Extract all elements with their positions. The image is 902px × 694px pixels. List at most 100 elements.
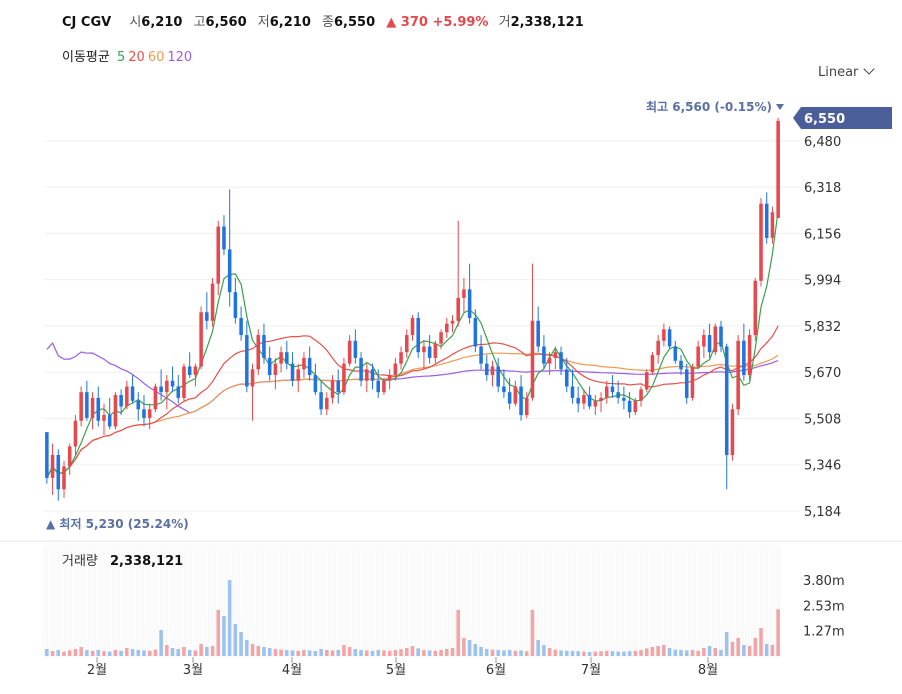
volume-bar <box>719 650 723 656</box>
candle-body <box>210 283 215 321</box>
last-price-badge <box>793 107 892 129</box>
candle-body <box>587 395 592 407</box>
change-value: ▲ 370 +5.99% <box>386 15 489 30</box>
volume-bar <box>513 650 518 656</box>
candle-body <box>416 317 420 353</box>
volume-bar <box>439 650 443 656</box>
candle-body <box>405 335 409 353</box>
volume-bar <box>747 646 752 656</box>
candle-body <box>216 226 221 284</box>
candle-body <box>604 386 609 398</box>
volume-bar <box>147 650 152 656</box>
volume-bar <box>142 650 146 656</box>
volume-bar <box>673 649 678 656</box>
ma-legend-item-60[interactable]: 60 <box>147 50 165 65</box>
candle-body <box>616 392 620 398</box>
x-tick-label: 7월 <box>581 663 601 678</box>
ma-legend-item-20[interactable]: 20 <box>128 50 145 65</box>
volume-bar <box>387 650 392 656</box>
ma-legend-item-120[interactable]: 120 <box>167 50 193 65</box>
ma120-line <box>46 342 779 414</box>
volume-bar <box>462 638 466 656</box>
volume-bar <box>770 645 775 656</box>
candle-body <box>353 340 358 358</box>
candle-body <box>593 400 598 407</box>
ma-legend-item-5[interactable]: 5 <box>116 50 126 65</box>
scale-selector[interactable]: Linear <box>818 63 876 80</box>
volume-bar <box>759 628 763 656</box>
scale-selector-label: Linear <box>818 65 859 80</box>
volume-bar <box>742 645 746 656</box>
candle-body <box>130 386 135 401</box>
candle-body <box>707 335 712 353</box>
candle-body <box>599 397 603 401</box>
price-tick-label: 5,508 <box>804 412 841 427</box>
volume-bar <box>576 651 580 656</box>
candle-body <box>376 380 380 393</box>
ma-legend: 이동평균 5 20 60 120 <box>62 46 198 65</box>
volume-bar <box>227 580 232 656</box>
candle-body <box>564 369 569 387</box>
high-marker-icon <box>776 104 784 110</box>
volume-bar <box>159 630 163 656</box>
volume-bar <box>656 646 660 656</box>
volume-bar <box>650 647 655 656</box>
candle-body <box>199 312 203 367</box>
candle-body <box>285 352 289 364</box>
candle-body <box>113 395 118 427</box>
volume-bar <box>639 650 643 656</box>
candle-body <box>159 386 163 393</box>
volume-bar <box>667 648 672 656</box>
candle-body <box>193 366 198 376</box>
volume-bar <box>679 650 683 656</box>
volume-label: 거 <box>498 15 511 30</box>
volume-bar <box>564 650 569 656</box>
volume-bar <box>559 650 563 656</box>
candle-body <box>227 249 232 293</box>
candle-body <box>582 395 586 404</box>
volume-bar <box>690 650 695 656</box>
volume-bar <box>290 650 295 656</box>
candle-body <box>307 357 312 376</box>
candle-body <box>256 335 261 370</box>
candle-body <box>79 392 83 421</box>
candle-body <box>222 226 226 250</box>
candle-body <box>467 289 472 318</box>
candle-body <box>370 369 375 381</box>
volume-bar <box>45 649 49 656</box>
candle-body <box>473 317 478 347</box>
ma20-line <box>46 325 779 479</box>
close-value: 6,550 <box>334 15 376 30</box>
candle-body <box>439 332 443 344</box>
volume-bar <box>176 649 181 656</box>
price-tick-label: 5,346 <box>804 459 841 474</box>
candle-body <box>547 357 552 364</box>
volume-bar <box>307 650 312 656</box>
candle-body <box>399 352 403 364</box>
volume-bar <box>713 648 718 656</box>
volume-title-value: 2,338,121 <box>110 554 183 569</box>
candle-body <box>273 363 278 376</box>
candle-body <box>667 329 672 347</box>
volume-bar <box>267 648 272 656</box>
volume-bar <box>347 647 352 656</box>
candle-body <box>445 323 449 333</box>
volume-bar <box>153 649 158 656</box>
candle-body <box>576 397 580 404</box>
volume-bar <box>376 650 380 656</box>
x-tick-label: 4월 <box>282 663 302 678</box>
volume-bar <box>753 638 758 656</box>
open-value: 6,210 <box>141 15 183 30</box>
volume-bar <box>524 651 529 656</box>
candle-body <box>570 386 575 398</box>
candle-body <box>524 397 529 416</box>
candle-body <box>170 380 175 387</box>
candle-body <box>279 352 283 364</box>
candle-body <box>679 360 683 370</box>
price-tick-label: 5,832 <box>804 320 841 335</box>
volume-bar <box>96 650 101 656</box>
volume-bar <box>125 648 129 656</box>
candle-body <box>736 340 740 410</box>
volume-bar <box>336 650 340 656</box>
